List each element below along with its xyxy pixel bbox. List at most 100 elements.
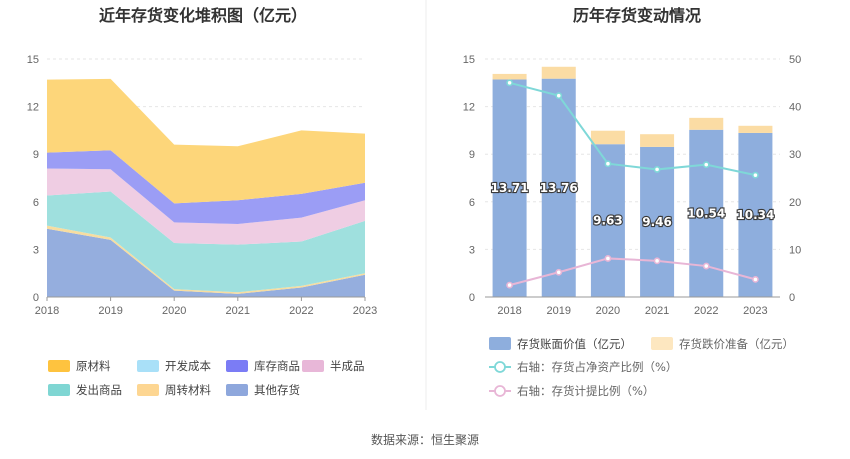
left-x-tick-label: 2019: [98, 305, 122, 317]
bar-series-1-2018: [492, 73, 527, 80]
line-point-1: [604, 255, 612, 262]
left-legend-label: 其他存货: [254, 383, 300, 397]
right-legend-item-1[interactable]: 存货跌价准备（亿元）: [651, 337, 794, 351]
right-chart-y-tick-label: 12: [463, 102, 475, 114]
right-chart-y-tick-label: 6: [469, 197, 475, 209]
left-y-tick-label: 3: [33, 244, 39, 256]
right-chart-y2-tick-label: 40: [789, 102, 801, 114]
left-x-tick-label: 2020: [162, 305, 186, 317]
right-legend-label: 存货跌价准备（亿元）: [679, 337, 794, 351]
area-series-0: [47, 228, 365, 297]
left-legend-item-5[interactable]: 周转材料: [137, 383, 211, 397]
bar-series-0-2020: [590, 144, 625, 297]
right-x-tick-label: 2022: [694, 305, 718, 317]
data-source-note: 数据来源：恒生聚源: [371, 432, 479, 447]
left-y-tick-label: 0: [33, 292, 39, 304]
right-legend-line-label: 右轴：存货占净资产比例（%）: [517, 360, 677, 374]
left-legend-swatch: [48, 384, 70, 396]
right-legend-line-item-0[interactable]: 右轴：存货占净资产比例（%）: [489, 360, 677, 374]
line-point-1: [653, 257, 661, 265]
left-legend-swatch: [302, 360, 324, 372]
left-legend-swatch: [48, 360, 70, 372]
right-x-tick-label: 2018: [497, 305, 521, 317]
bar-value-label: 9.63: [593, 214, 623, 228]
line-point-1: [752, 275, 759, 283]
left-y-tick-label: 6: [33, 197, 39, 209]
right-chart-y2-tick-label: 10: [789, 244, 801, 256]
right-bar-line-chart: 0 3 6 9 12 15 0 10 20 30 40 50 13.71 13.76 9.63 9.46 10.…: [463, 54, 802, 398]
left-legend-swatch: [226, 384, 248, 396]
line-point-0: [555, 92, 563, 100]
left-legend-label: 周转材料: [165, 383, 211, 397]
right-legend-line-label: 右轴：存货计提比例（%）: [517, 384, 654, 398]
right-chart-y2-tick-label: 20: [789, 197, 801, 209]
bar-series-1-2021: [640, 134, 675, 147]
line-series-1: [509, 257, 756, 287]
right-chart-title: 历年存货变动情况: [573, 6, 701, 25]
left-legend-item-6[interactable]: 其他存货: [226, 383, 300, 397]
line-point-0: [752, 171, 759, 179]
bar-series-0-2019: [541, 78, 576, 297]
line-point-1: [506, 281, 513, 289]
left-legend-item-4[interactable]: 发出商品: [48, 383, 122, 397]
right-legend-line-marker: [494, 385, 506, 397]
right-x-tick-label: 2023: [743, 305, 767, 317]
left-legend-label: 开发成本: [165, 359, 211, 373]
right-chart-y-tick-label: 0: [469, 292, 475, 304]
line-series-0: [509, 81, 756, 177]
right-chart-y2-tick-label: 30: [789, 149, 801, 161]
right-chart-y2-tick-label: 0: [789, 292, 795, 304]
bar-series-0-2023: [738, 132, 773, 297]
bar-value-label: 10.34: [736, 208, 774, 222]
bar-value-label: 13.71: [491, 181, 529, 195]
line-point-0: [702, 161, 710, 169]
bar-series-1-2020: [590, 130, 625, 145]
left-legend-label: 半成品: [330, 359, 365, 373]
bar-value-label: 13.76: [540, 181, 578, 195]
line-point-0: [653, 166, 661, 173]
right-chart-y-tick-label: 3: [469, 244, 475, 256]
right-legend-swatch: [651, 337, 673, 350]
bar-series-1-2023: [738, 125, 773, 133]
bar-series-1-2022: [689, 117, 724, 130]
area-series-2: [47, 191, 365, 293]
left-legend-item-0[interactable]: 原材料: [48, 359, 111, 373]
left-legend-swatch: [137, 360, 159, 372]
line-point-0: [506, 79, 513, 87]
area-series-4: [47, 150, 365, 225]
line-point-1: [555, 268, 563, 276]
right-x-tick-label: 2020: [596, 305, 620, 317]
left-x-tick-label: 2018: [35, 305, 59, 317]
right-legend-item-0[interactable]: 存货账面价值（亿元）: [489, 337, 632, 351]
left-y-tick-label: 9: [33, 149, 39, 161]
right-chart-y-tick-label: 15: [463, 54, 475, 66]
right-x-tick-label: 2019: [547, 305, 571, 317]
bar-value-label: 9.46: [642, 215, 672, 229]
left-legend-swatch: [226, 360, 248, 372]
bar-value-label: 10.54: [687, 206, 725, 220]
left-legend-item-1[interactable]: 开发成本: [137, 359, 211, 373]
right-x-tick-label: 2021: [645, 305, 669, 317]
left-legend-label: 原材料: [76, 359, 111, 373]
left-legend-item-2[interactable]: 库存商品: [226, 359, 300, 373]
left-legend-item-3[interactable]: 半成品: [302, 359, 365, 373]
left-legend-swatch: [137, 384, 159, 396]
line-point-0: [604, 160, 612, 168]
left-chart-title: 近年存货变化堆积图（亿元）: [99, 6, 307, 25]
right-legend-swatch: [489, 337, 511, 350]
bar-series-1-2019: [541, 66, 576, 79]
left-x-tick-label: 2023: [353, 305, 377, 317]
bar-series-0-2018: [492, 79, 527, 297]
left-stacked-area-chart: 0 3 6 9 12 15 2018 2019 2020 2021 2022 2023 原材料 开发成本 库…: [27, 54, 377, 397]
right-legend-line-marker: [494, 361, 506, 373]
right-legend-line-item-1[interactable]: 右轴：存货计提比例（%）: [489, 384, 654, 398]
area-series-3: [47, 168, 365, 245]
left-x-tick-label: 2021: [226, 305, 250, 317]
left-x-tick-label: 2022: [289, 305, 313, 317]
left-y-tick-label: 15: [27, 54, 39, 66]
right-legend-label: 存货账面价值（亿元）: [517, 337, 632, 351]
left-legend-label: 发出商品: [76, 383, 122, 397]
line-point-1: [702, 262, 710, 270]
